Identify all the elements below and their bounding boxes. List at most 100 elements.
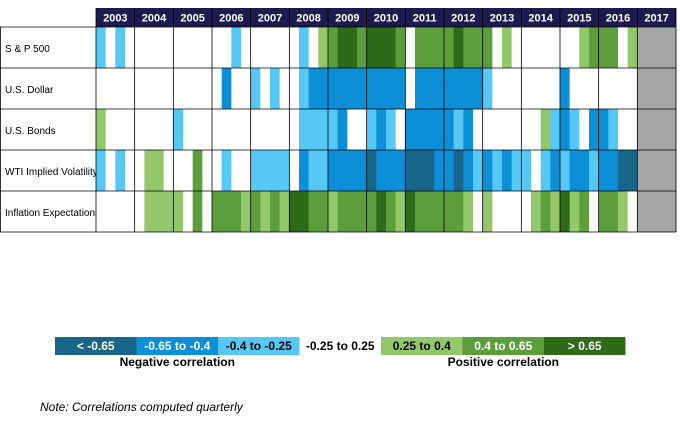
cell [144, 109, 155, 150]
cell [598, 150, 609, 191]
cell [444, 68, 454, 109]
cell [115, 150, 126, 191]
cell [231, 68, 242, 109]
cell [434, 150, 445, 191]
cell [260, 191, 271, 232]
cell [192, 27, 203, 68]
cell [250, 27, 261, 68]
cell [521, 109, 532, 150]
legend-label: < -0.65 [77, 339, 115, 353]
cell [308, 191, 319, 232]
cell [589, 191, 599, 232]
cell [589, 109, 599, 150]
cell [173, 150, 184, 191]
cell [337, 68, 348, 109]
cell [540, 191, 551, 232]
cell [299, 68, 309, 109]
legend-label: -0.25 to 0.25 [306, 339, 375, 353]
no-data-cell [647, 150, 657, 191]
cell [521, 150, 532, 191]
legend-swatch [462, 337, 544, 355]
cell [221, 150, 232, 191]
cell [154, 27, 164, 68]
cell [618, 68, 628, 109]
row-label: U.S. Dollar [5, 85, 54, 96]
cell [395, 150, 406, 191]
cell [250, 68, 261, 109]
cell [250, 150, 261, 191]
cell [376, 27, 387, 68]
cell [289, 191, 300, 232]
cell [308, 68, 319, 109]
cell [415, 150, 425, 191]
year-label: 2009 [335, 12, 359, 24]
cell [279, 27, 290, 68]
cell [328, 109, 338, 150]
cell [627, 150, 638, 191]
cell [395, 27, 406, 68]
cell [318, 68, 329, 109]
cell [154, 150, 164, 191]
note: Note: Correlations computed quarterly [40, 400, 244, 414]
cell [453, 27, 464, 68]
cell [260, 109, 271, 150]
cell [405, 109, 416, 150]
cell [105, 68, 116, 109]
cell [627, 68, 638, 109]
cell [521, 191, 532, 232]
cell [270, 27, 280, 68]
cell [134, 68, 145, 109]
cell [473, 109, 483, 150]
legend-label: -0.65 to -0.4 [144, 339, 210, 353]
cell [502, 27, 512, 68]
cell [202, 150, 213, 191]
no-data-cell [637, 27, 648, 68]
cell [154, 109, 164, 150]
cell [279, 109, 290, 150]
cell [608, 68, 619, 109]
no-data-cell [647, 27, 657, 68]
cell [96, 150, 106, 191]
cell [569, 150, 580, 191]
legend-swatch [55, 337, 137, 355]
cell [241, 68, 251, 109]
no-data-cell [637, 68, 648, 109]
cell [579, 68, 590, 109]
cell [453, 191, 464, 232]
cell [386, 109, 396, 150]
cell [405, 68, 416, 109]
cell [250, 109, 261, 150]
legend-label: 0.25 to 0.4 [393, 339, 451, 353]
cell [434, 27, 445, 68]
cell [589, 27, 599, 68]
cell [96, 191, 106, 232]
cell [299, 191, 309, 232]
cell [482, 109, 493, 150]
cell [163, 109, 174, 150]
cell [376, 191, 387, 232]
cell [347, 150, 358, 191]
cell [569, 109, 580, 150]
cell [231, 109, 242, 150]
cell [492, 68, 503, 109]
cell [521, 27, 532, 68]
cell [337, 191, 348, 232]
cell [560, 191, 570, 232]
cell [618, 109, 628, 150]
cell [366, 27, 377, 68]
cell [308, 27, 319, 68]
cell [173, 109, 184, 150]
cell [482, 150, 493, 191]
cell [627, 191, 638, 232]
year-label: 2012 [451, 12, 475, 24]
cell [337, 109, 348, 150]
cell [125, 191, 135, 232]
cell [289, 109, 300, 150]
cell [415, 68, 425, 109]
cell [550, 109, 561, 150]
cell [192, 109, 203, 150]
cell [270, 68, 280, 109]
cell [608, 109, 619, 150]
cell [405, 27, 416, 68]
no-data-cell [637, 191, 648, 232]
